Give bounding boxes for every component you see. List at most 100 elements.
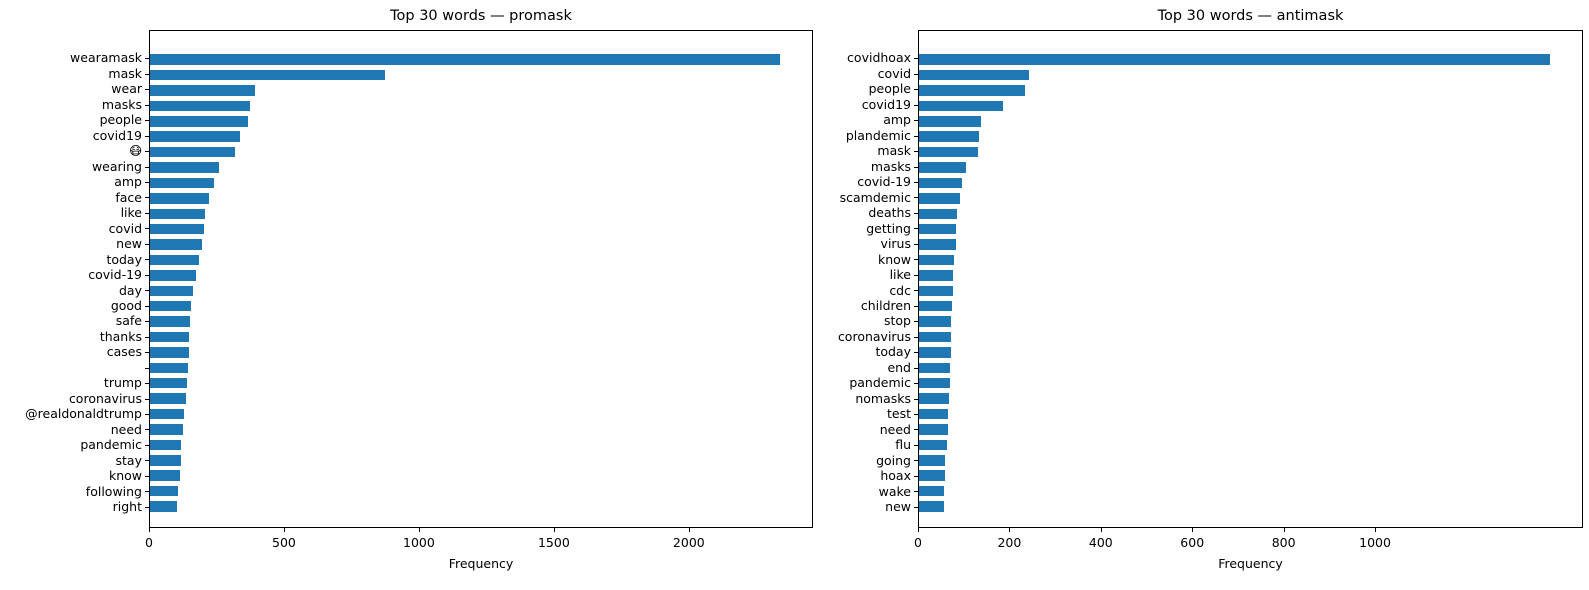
y-tick-label: know xyxy=(108,468,142,484)
bar-row xyxy=(150,406,812,421)
y-tick-mark xyxy=(145,376,149,391)
y-tick-label: covid xyxy=(108,220,142,236)
frequency-bar xyxy=(919,85,1026,96)
x-tick-mark xyxy=(553,528,555,532)
frequency-bar xyxy=(150,69,386,81)
antimask-x-axis-label: Frequency xyxy=(1218,556,1283,571)
y-tick-mark xyxy=(145,159,149,174)
y-tick-mark xyxy=(145,329,149,344)
y-tick-label: test xyxy=(886,406,911,422)
frequency-bar xyxy=(150,393,187,404)
frequency-bar xyxy=(919,331,951,343)
y-tick-mark xyxy=(914,484,918,499)
y-tick-mark xyxy=(914,51,918,66)
frequency-bar xyxy=(150,193,210,204)
y-tick-mark xyxy=(914,144,918,159)
y-tick-mark xyxy=(145,391,149,406)
bar-row xyxy=(919,191,1582,206)
frequency-bar xyxy=(150,146,235,158)
y-tick-label: trump xyxy=(103,375,142,391)
frequency-bar xyxy=(919,408,949,420)
y-tick-mark xyxy=(145,221,149,236)
bar-row xyxy=(919,268,1582,283)
y-tick-label: getting xyxy=(866,220,911,236)
y-tick-label: covidhoax xyxy=(847,50,911,66)
y-tick-label: new xyxy=(885,499,911,515)
y-tick-mark xyxy=(914,376,918,391)
frequency-bar xyxy=(919,362,951,374)
y-tick-mark xyxy=(914,391,918,406)
y-tick-label: know xyxy=(877,251,911,267)
bar-row xyxy=(150,52,812,67)
bar-row xyxy=(919,391,1582,406)
y-tick-mark xyxy=(145,500,149,515)
y-tick-label: going xyxy=(876,452,911,468)
y-tick-label: plandemic xyxy=(845,127,911,143)
y-tick-mark xyxy=(145,252,149,267)
y-tick-mark xyxy=(145,237,149,252)
x-tick-mark xyxy=(1283,528,1285,532)
frequency-bar xyxy=(150,501,178,512)
frequency-bar xyxy=(919,285,954,297)
bar-row xyxy=(919,129,1582,144)
y-tick-label: like xyxy=(120,205,142,221)
bar-row xyxy=(919,499,1582,514)
bar-row xyxy=(150,114,812,129)
y-tick-label: wearamask xyxy=(70,50,142,66)
y-tick-mark xyxy=(914,360,918,375)
bar-row xyxy=(150,144,812,159)
bar-row xyxy=(150,221,812,236)
y-tick-label: @realdonaldtrump xyxy=(25,406,142,422)
frequency-bar xyxy=(919,177,963,189)
y-tick-label: amp xyxy=(114,174,142,190)
bar-row xyxy=(150,252,812,267)
frequency-bar xyxy=(919,424,948,435)
bar-row xyxy=(919,468,1582,483)
x-tick-label: 1000 xyxy=(403,535,435,550)
bar-row xyxy=(919,360,1582,375)
frequency-bar xyxy=(919,393,950,404)
frequency-bar xyxy=(150,362,188,374)
y-tick-label: flu xyxy=(895,437,911,453)
frequency-bar xyxy=(150,347,189,358)
x-tick-label: 200 xyxy=(997,535,1022,550)
frequency-bar xyxy=(150,285,194,297)
bar-row xyxy=(150,329,812,344)
y-tick-label: need xyxy=(110,421,142,437)
y-tick-mark xyxy=(914,283,918,298)
y-tick-label: cases xyxy=(106,344,142,360)
y-tick-label: new xyxy=(116,236,142,252)
frequency-bar xyxy=(150,208,206,220)
x-tick-mark xyxy=(149,528,150,532)
bar-row xyxy=(919,98,1582,113)
bar-row xyxy=(919,314,1582,329)
frequency-bar xyxy=(919,239,956,250)
y-tick-label: face xyxy=(115,189,142,205)
y-tick-label xyxy=(0,360,142,375)
antimask-chart-title: Top 30 words — antimask xyxy=(1157,8,1344,24)
frequency-bar xyxy=(150,85,255,96)
frequency-bar xyxy=(150,331,190,343)
y-tick-mark xyxy=(145,422,149,437)
y-tick-label: day xyxy=(119,282,142,298)
y-tick-label: covid-19 xyxy=(857,174,911,190)
frequency-bar xyxy=(919,455,945,466)
y-tick-mark xyxy=(145,407,149,422)
y-tick-mark xyxy=(145,469,149,484)
bar-row xyxy=(150,175,812,190)
frequency-bar xyxy=(919,131,980,142)
y-tick-label: wake xyxy=(878,483,911,499)
frequency-bar xyxy=(150,131,240,142)
y-tick-label: scamdemic xyxy=(839,189,911,205)
y-tick-mark xyxy=(914,190,918,205)
x-tick-label: 600 xyxy=(1180,535,1205,550)
y-tick-label: following xyxy=(85,483,142,499)
promask-y-axis-ticks xyxy=(145,30,149,528)
x-tick-mark xyxy=(688,528,690,532)
y-tick-mark xyxy=(914,438,918,453)
frequency-bar xyxy=(150,177,215,189)
y-tick-label: safe xyxy=(115,313,142,329)
frequency-bar xyxy=(919,377,950,389)
frequency-bar xyxy=(919,223,957,235)
antimask-y-axis-labels: covidhoax covid people covid19 amp plandemic m… xyxy=(770,30,911,528)
